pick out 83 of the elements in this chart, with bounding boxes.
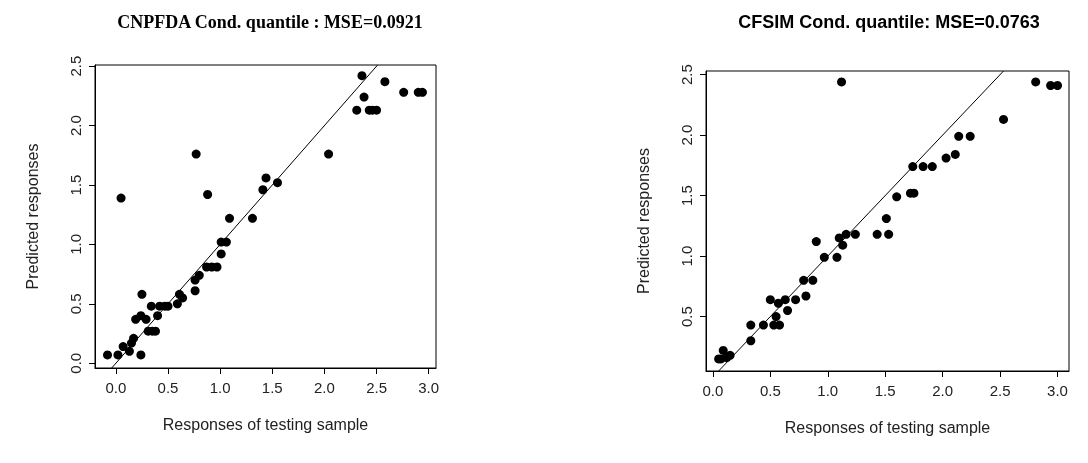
y-axis-title: Predicted responses: [634, 148, 652, 294]
point: [832, 252, 842, 262]
point: [380, 77, 390, 87]
x-tick-label: 2.5: [989, 382, 1011, 399]
point: [718, 345, 728, 355]
point: [801, 291, 811, 301]
y-tick-label: 1.0: [678, 245, 695, 267]
point: [892, 192, 902, 202]
point: [352, 105, 362, 115]
point: [118, 342, 128, 352]
point: [258, 185, 268, 195]
point: [775, 320, 785, 330]
point: [765, 295, 775, 305]
point: [103, 350, 113, 360]
point: [954, 131, 964, 141]
point: [941, 153, 951, 163]
point: [950, 149, 960, 159]
point: [881, 214, 891, 224]
point: [141, 314, 151, 324]
point: [872, 229, 882, 239]
y-tick-label: 1.0: [67, 233, 84, 255]
x-tick-label: 3.0: [418, 379, 440, 396]
x-tick-label: 0.0: [105, 379, 127, 396]
y-tick-label: 2.0: [67, 115, 84, 137]
x-tick-label: 1.5: [874, 382, 896, 399]
x-tick-label: 2.5: [366, 379, 387, 396]
chart-title: CNPFDA Cond. quantile : MSE=0.0921: [117, 12, 423, 32]
point: [783, 306, 793, 316]
point: [190, 286, 200, 296]
point: [203, 190, 213, 200]
point: [746, 320, 756, 330]
point: [884, 229, 894, 239]
point: [399, 87, 409, 97]
point: [771, 312, 781, 322]
y-axis-title: Predicted responses: [23, 143, 41, 290]
point: [324, 149, 334, 159]
y-tick-label: 1.5: [67, 174, 84, 196]
point: [1031, 77, 1041, 87]
point: [359, 92, 369, 102]
point: [999, 114, 1009, 124]
x-tick-label: 0.0: [702, 382, 724, 399]
point: [247, 213, 257, 223]
point: [791, 295, 801, 305]
point: [225, 213, 235, 223]
y-tick-label: 2.5: [67, 55, 84, 77]
point: [216, 249, 226, 259]
x-tick-label: 1.0: [817, 382, 839, 399]
point: [837, 77, 847, 87]
y-tick-label: 0.0: [67, 352, 84, 374]
y-tick-label: 1.5: [678, 185, 695, 207]
point: [191, 149, 201, 159]
point: [116, 193, 126, 203]
point: [172, 299, 182, 309]
point: [811, 237, 821, 247]
x-tick-label: 2.0: [932, 382, 954, 399]
point: [178, 293, 188, 303]
x-axis-title: Responses of testing sample: [784, 418, 991, 436]
x-tick-label: 2.0: [313, 379, 335, 396]
x-tick-label: 1.0: [209, 379, 231, 396]
point: [113, 350, 123, 360]
y-tick-label: 0.5: [678, 306, 695, 327]
point: [1053, 81, 1063, 91]
point: [357, 71, 367, 81]
point: [965, 131, 975, 141]
point: [137, 289, 147, 299]
y-tick-label: 2.5: [678, 64, 695, 86]
y-tick-label: 2.0: [678, 124, 695, 146]
point: [918, 162, 928, 172]
point: [146, 301, 156, 311]
x-tick-label: 0.5: [759, 382, 781, 399]
point: [850, 229, 860, 239]
x-axis-title: Responses of testing sample: [162, 415, 369, 433]
x-tick-label: 3.0: [1047, 382, 1068, 399]
x-tick-label: 0.5: [157, 379, 179, 396]
chart-title: CFSIM Cond. quantile: MSE=0.0763: [738, 12, 1040, 32]
point: [927, 162, 937, 172]
point: [808, 275, 818, 285]
point: [261, 173, 271, 183]
y-tick-label: 0.5: [67, 293, 84, 315]
point: [819, 252, 829, 262]
point: [136, 350, 146, 360]
point: [194, 270, 204, 280]
x-tick-label: 1.5: [261, 379, 283, 396]
